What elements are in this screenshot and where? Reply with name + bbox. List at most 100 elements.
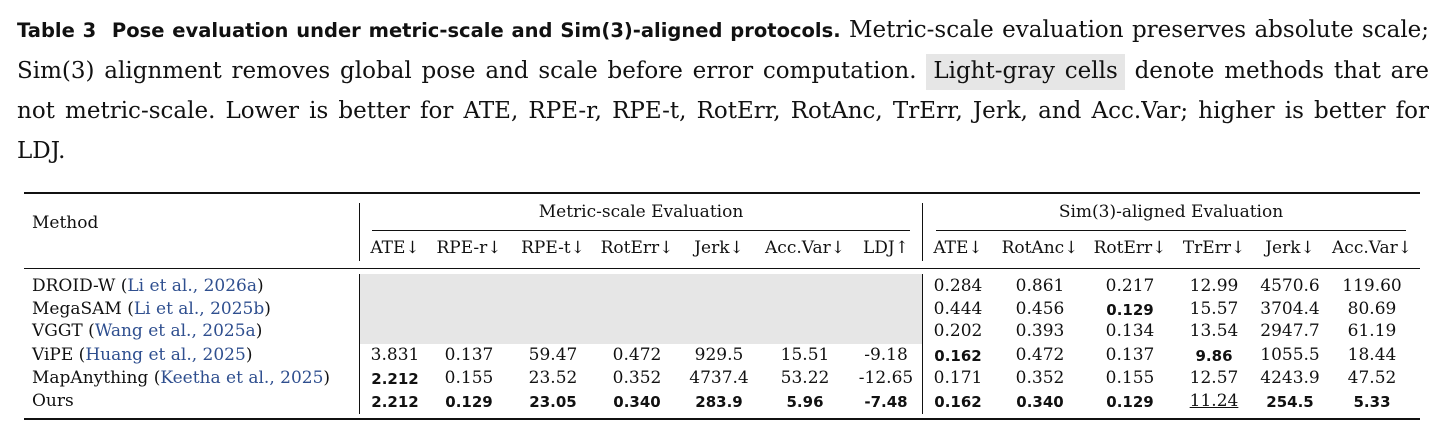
sim3-group-underline	[936, 230, 1406, 231]
sim3-column-header: Jerk↓	[1265, 238, 1315, 258]
table-cell: 0.217	[1105, 276, 1155, 296]
method-name: Ours	[32, 391, 74, 411]
sim3-column-header: TrErr↓	[1182, 238, 1246, 258]
table-cell: -9.18	[864, 345, 908, 365]
table-bottom-rule	[24, 418, 1420, 420]
metric-column-header: ATE↓	[370, 238, 420, 258]
non-metric-shaded-cells	[360, 274, 922, 344]
metric-column-header: Jerk↓	[694, 238, 744, 258]
table-cell: 0.472	[612, 345, 662, 365]
metric-column-header: RPE-r↓	[436, 238, 502, 258]
sim3-column-header: Acc.Var↓	[1332, 238, 1412, 258]
table-cell: 61.19	[1347, 321, 1397, 341]
sim3-column-header: ATE↓	[933, 238, 983, 258]
table-cell: 3704.4	[1260, 299, 1320, 319]
table-cell: 0.202	[933, 321, 983, 341]
method-name: MegaSAM	[32, 299, 122, 319]
table-cell: 929.5	[694, 345, 744, 365]
table-cell: 0.171	[933, 368, 983, 388]
table-cell: 5.96	[786, 393, 824, 411]
table-cell: 0.444	[933, 299, 983, 319]
table-cell: 0.340	[1016, 393, 1064, 411]
group-separator-header	[922, 203, 923, 261]
metric-column-header: Acc.Var↓	[765, 238, 845, 258]
table-row-method: ViPE (Huang et al., 2025)	[32, 345, 253, 365]
sim3-group-header: Sim(3)-aligned Evaluation	[1058, 202, 1284, 222]
table-cell: 4570.6	[1260, 276, 1320, 296]
table-cell: 0.456	[1015, 299, 1065, 319]
table-row-method: MapAnything (Keetha et al., 2025)	[32, 368, 331, 388]
table-cell: 0.393	[1015, 321, 1065, 341]
metric-column-header: RotErr↓	[600, 238, 674, 258]
table-cell: 4737.4	[689, 368, 749, 388]
method-name: DROID-W	[32, 276, 116, 296]
table-cell: 59.47	[528, 345, 578, 365]
table-cell: 0.340	[613, 393, 661, 411]
caption-title: Pose evaluation under metric-scale and S…	[111, 19, 841, 42]
table-cell: 0.137	[444, 345, 494, 365]
table-cell: 47.52	[1347, 368, 1397, 388]
table-row-method: DROID-W (Li et al., 2026a)	[32, 276, 264, 296]
method-name: ViPE	[32, 345, 74, 365]
table-cell: -12.65	[858, 368, 914, 388]
table-cell: 0.155	[1105, 368, 1155, 388]
table-cell: 15.51	[780, 345, 830, 365]
table-top-rule	[24, 192, 1420, 194]
table-cell: 0.284	[933, 276, 983, 296]
metric-column-header: LDJ↑	[863, 238, 909, 258]
table-cell: 0.472	[1015, 345, 1065, 365]
caption-text-2: denote methods that are not metric-scale…	[17, 58, 1430, 164]
citation-link[interactable]: Li et al., 2026a	[127, 276, 257, 296]
citation-link[interactable]: Li et al., 2025b	[133, 299, 265, 319]
table-cell: 80.69	[1347, 299, 1397, 319]
table-cell: 9.86	[1195, 347, 1233, 365]
table-mid-rule	[24, 268, 1420, 269]
table-cell: 13.54	[1189, 321, 1239, 341]
table-cell: 18.44	[1347, 345, 1397, 365]
caption-text-1: Metric-scale evaluation preserves absolu…	[17, 17, 1430, 84]
table-cell: 2.212	[371, 370, 419, 388]
metric-group-header: Metric-scale Evaluation	[538, 202, 744, 222]
table-cell: 53.22	[780, 368, 830, 388]
table-cell: 254.5	[1266, 393, 1314, 411]
table-cell: 0.155	[444, 368, 494, 388]
table-cell: 0.134	[1105, 321, 1155, 341]
sim3-column-header: RotAnc↓	[1001, 238, 1079, 258]
table-cell: 119.60	[1342, 276, 1402, 296]
table-caption: Table 3 Pose evaluation under metric-sca…	[17, 10, 1429, 171]
table-cell: 0.162	[934, 347, 982, 365]
citation-link[interactable]: Huang et al., 2025	[85, 345, 246, 365]
table-cell: 0.137	[1105, 345, 1155, 365]
table-cell: 5.33	[1353, 393, 1391, 411]
table-cell: 3.831	[370, 345, 420, 365]
method-separator-header	[359, 203, 360, 261]
caption-label: Table 3	[17, 19, 97, 42]
metric-column-header: RPE-t↓	[521, 238, 585, 258]
caption-gray-cells-label: Light-gray cells	[926, 54, 1125, 90]
sim3-column-header: RotErr↓	[1093, 238, 1167, 258]
method-header: Method	[32, 213, 99, 233]
table-cell: 0.129	[1106, 301, 1154, 319]
citation-link[interactable]: Wang et al., 2025a	[94, 321, 256, 341]
method-name: VGGT	[32, 321, 83, 341]
table-cell: 12.99	[1189, 276, 1239, 296]
table-cell: 23.52	[528, 368, 578, 388]
table-cell: 0.129	[1106, 393, 1154, 411]
table-cell: 2.212	[371, 393, 419, 411]
table-cell: 23.05	[529, 393, 577, 411]
table-cell: 4243.9	[1260, 368, 1320, 388]
table-cell: 0.162	[934, 393, 982, 411]
table-cell: 0.352	[612, 368, 662, 388]
table-row-method: Ours	[32, 390, 74, 412]
citation-link[interactable]: Keetha et al., 2025	[160, 368, 324, 388]
table-cell: 12.57	[1189, 368, 1239, 388]
table-cell: 0.352	[1015, 368, 1065, 388]
method-name: MapAnything	[32, 368, 149, 388]
table-cell: 11.24	[1189, 391, 1239, 411]
table-cell: 2947.7	[1260, 321, 1320, 341]
table-cell: 1055.5	[1260, 345, 1320, 365]
table-cell: 0.861	[1015, 276, 1065, 296]
group-separator-body	[922, 274, 923, 414]
table-cell: -7.48	[864, 393, 908, 411]
table-cell: 0.129	[445, 393, 493, 411]
